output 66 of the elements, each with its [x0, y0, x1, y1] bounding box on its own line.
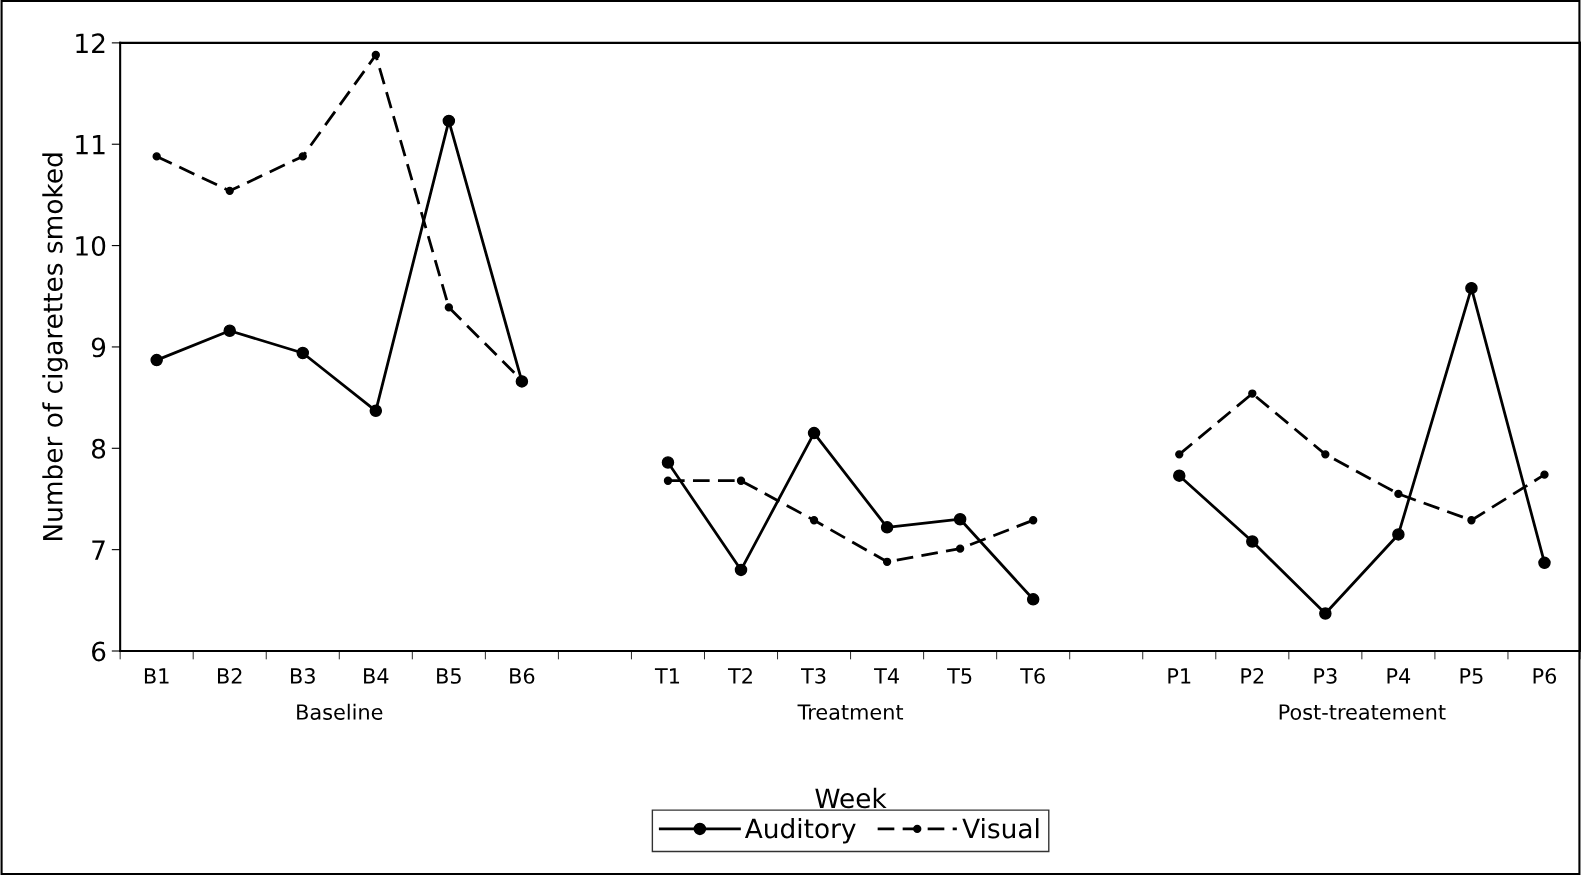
x-tick-label: T1	[654, 668, 680, 684]
legend-label: Visual	[962, 818, 1039, 839]
point	[1248, 389, 1257, 398]
point	[369, 404, 383, 418]
point	[371, 50, 380, 60]
point	[1538, 556, 1551, 570]
point	[736, 476, 746, 485]
y-tick-label: 8	[91, 438, 106, 459]
point	[150, 353, 163, 367]
x-tick-label: B2	[217, 668, 242, 684]
x-tick-label: B5	[437, 668, 461, 684]
y-tick-label: 6	[92, 641, 106, 662]
point	[809, 516, 819, 525]
x-tick-label: T3	[801, 668, 826, 684]
y-tick-label: 11	[76, 135, 105, 155]
point	[225, 186, 234, 196]
text: Baseline	[297, 703, 383, 720]
y-tick-label: 12	[76, 33, 105, 53]
text: Treatment	[797, 704, 904, 720]
point	[1321, 450, 1330, 459]
point	[663, 476, 673, 485]
point	[882, 557, 892, 566]
x-tick-label: B3	[291, 668, 315, 684]
x-tick-label: T2	[727, 668, 752, 684]
y-tick-label: 10	[76, 236, 106, 256]
x-tick-label: P2	[1241, 668, 1264, 684]
point	[1173, 469, 1186, 482]
text: Post-treatement	[1279, 704, 1446, 720]
point	[442, 114, 456, 128]
point	[152, 152, 161, 161]
point	[880, 521, 894, 534]
x-tick-label: B1	[144, 668, 169, 684]
point	[1392, 528, 1405, 541]
point	[1175, 450, 1184, 459]
x-tick-label: P4	[1387, 668, 1411, 684]
point	[223, 324, 236, 337]
legend-label: Auditory	[744, 818, 856, 844]
x-axis-title: Week	[815, 787, 887, 809]
y-axis-title: Number of cigarettes smoked	[42, 153, 68, 541]
point	[953, 512, 967, 526]
point	[1246, 535, 1259, 548]
point	[734, 563, 748, 577]
point	[298, 152, 307, 161]
point	[1465, 281, 1478, 295]
point	[1540, 470, 1549, 479]
x-tick-label: P1	[1168, 668, 1191, 684]
point	[1026, 593, 1040, 606]
x-tick-label: B4	[364, 668, 389, 684]
x-tick-label: P6	[1533, 668, 1557, 684]
point	[296, 346, 310, 360]
point	[1394, 489, 1403, 499]
point	[807, 426, 821, 440]
x-tick-label: T6	[1020, 668, 1045, 684]
x-tick-label: T5	[947, 668, 972, 684]
point	[1029, 516, 1038, 525]
point	[1319, 607, 1332, 620]
point	[1467, 516, 1476, 525]
point	[955, 544, 965, 553]
y-tick-label: 9	[91, 337, 106, 358]
point	[661, 456, 675, 469]
x-tick-label: P5	[1460, 668, 1483, 684]
y-tick-label: 7	[92, 540, 105, 560]
x-tick-label: P3	[1314, 668, 1337, 684]
point	[444, 303, 454, 312]
x-tick-label: T4	[874, 668, 899, 684]
x-tick-label: B6	[510, 668, 535, 684]
